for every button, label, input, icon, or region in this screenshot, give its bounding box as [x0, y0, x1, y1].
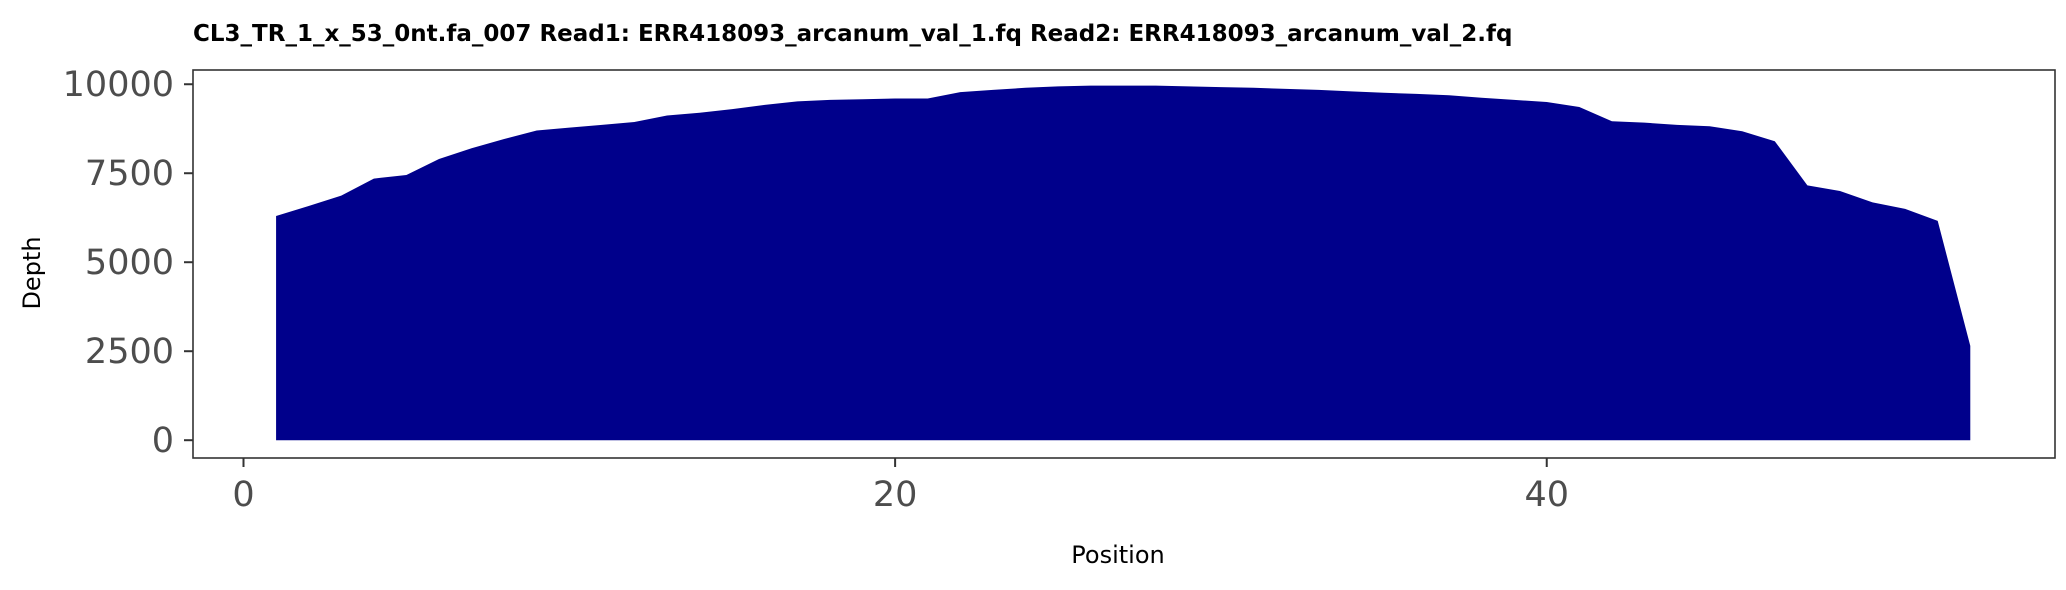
y-tick-label: 7500 — [85, 154, 174, 194]
depth-area-series — [276, 85, 1971, 441]
plot-panel — [192, 69, 2056, 459]
y-tick-label: 2500 — [85, 332, 174, 372]
panel-border — [192, 69, 2056, 459]
chart-title: CL3_TR_1_x_53_0nt.fa_007 Read1: ERR41809… — [193, 21, 1512, 47]
x-tick-label: 40 — [1524, 475, 1569, 515]
y-axis: 0 2500 5000 7500 10000 — [63, 65, 193, 461]
y-tick-label: 0 — [152, 421, 174, 461]
y-axis-title: Depth — [18, 236, 46, 309]
x-tick-label: 0 — [232, 475, 254, 515]
y-tick-label: 10000 — [63, 65, 174, 105]
x-axis: 0 20 40 — [232, 458, 1569, 515]
x-tick-label: 20 — [873, 475, 918, 515]
y-tick-label: 5000 — [85, 243, 174, 283]
x-axis-title: Position — [1071, 541, 1164, 569]
